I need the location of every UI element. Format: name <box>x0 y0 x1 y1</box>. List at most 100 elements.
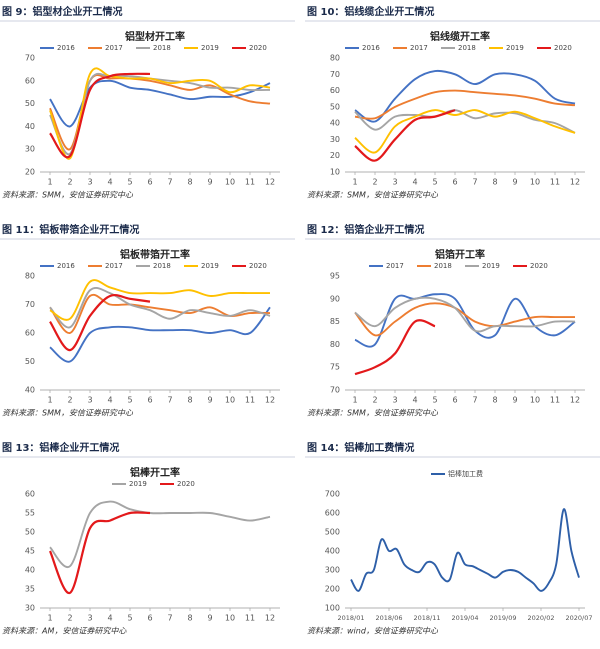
source-note: 资料来源：SMM，安信证券研究中心 <box>307 409 439 418</box>
y-tick-label: 80 <box>330 340 340 349</box>
series-line <box>49 500 271 569</box>
y-tick-label: 50 <box>330 102 340 111</box>
y-tick-label: 60 <box>25 329 35 338</box>
x-tick-label: 6 <box>452 396 457 405</box>
legend-label: 2020 <box>177 480 195 488</box>
y-tick-label: 75 <box>330 363 340 372</box>
x-tick-label: 3 <box>87 178 92 187</box>
series-line <box>350 508 580 592</box>
y-tick-label: 40 <box>25 122 35 131</box>
chart-title: 铝型材开工率 <box>125 30 185 43</box>
series-line <box>354 89 576 120</box>
x-tick-label: 5 <box>127 396 132 405</box>
x-tick-label: 1 <box>47 178 52 187</box>
x-tick-label: 6 <box>147 614 152 623</box>
x-tick-label: 8 <box>187 178 192 187</box>
x-tick-label: 6 <box>147 396 152 405</box>
series-line <box>354 319 436 376</box>
x-tick-label: 1 <box>352 178 357 187</box>
y-tick-label: 90 <box>330 294 340 303</box>
x-tick-label: 10 <box>225 614 235 623</box>
x-tick-label: 11 <box>245 178 255 187</box>
series-line <box>354 109 576 134</box>
y-tick-label: 70 <box>330 386 340 395</box>
x-tick-label: 3 <box>392 178 397 187</box>
y-tick-label: 40 <box>330 119 340 128</box>
legend-label: 2020 <box>249 44 267 52</box>
x-tick-label: 7 <box>472 178 477 187</box>
x-tick-label: 2020/07 <box>565 614 592 622</box>
y-tick-label: 20 <box>25 168 35 177</box>
x-tick-label: 11 <box>550 178 560 187</box>
x-tick-label: 3 <box>392 396 397 405</box>
x-tick-label: 6 <box>452 178 457 187</box>
y-tick-label: 70 <box>25 54 35 63</box>
x-tick-label: 2018/01 <box>337 614 364 622</box>
series-line <box>354 296 576 333</box>
source-note: 资料来源：SMM，安信证券研究中心 <box>307 191 439 200</box>
x-tick-label: 8 <box>187 614 192 623</box>
x-tick-label: 1 <box>352 396 357 405</box>
legend-label: 2018 <box>458 44 476 52</box>
x-tick-label: 1 <box>47 614 52 623</box>
x-tick-label: 2019/09 <box>489 614 516 622</box>
y-tick-label: 500 <box>325 528 340 537</box>
x-tick-label: 2018/06 <box>375 614 402 622</box>
x-tick-label: 9 <box>207 614 212 623</box>
x-tick-label: 3 <box>87 614 92 623</box>
y-tick-label: 60 <box>330 86 340 95</box>
source-note: 资料来源：SMM，安信证券研究中心 <box>2 409 134 418</box>
x-tick-label: 12 <box>265 614 275 623</box>
x-tick-label: 7 <box>167 614 172 623</box>
x-tick-label: 12 <box>265 396 275 405</box>
y-tick-label: 60 <box>25 76 35 85</box>
legend-label: 2017 <box>105 262 123 270</box>
figure-caption: 图 10：铝线缆企业开工情况 <box>307 5 434 18</box>
series-line <box>49 279 270 321</box>
y-tick-label: 60 <box>25 490 35 499</box>
x-tick-label: 7 <box>167 178 172 187</box>
y-tick-label: 400 <box>325 547 340 556</box>
legend-label: 铝棒加工费 <box>448 469 483 478</box>
x-tick-label: 1 <box>47 396 52 405</box>
legend-label: 2019 <box>201 262 219 270</box>
source-note: 资料来源：AM，安信证券研究中心 <box>2 627 127 636</box>
legend-label: 2016 <box>362 44 380 52</box>
legend-label: 2017 <box>105 44 123 52</box>
y-tick-label: 300 <box>325 566 340 575</box>
legend-label: 2019 <box>506 44 524 52</box>
x-tick-label: 5 <box>432 178 437 187</box>
x-tick-label: 4 <box>107 396 112 405</box>
x-tick-label: 2 <box>372 396 377 405</box>
y-tick-label: 30 <box>25 604 35 613</box>
figure-caption: 图 12：铝箔企业开工情况 <box>307 223 424 236</box>
legend-label: 2020 <box>530 262 548 270</box>
legend-label: 2019 <box>482 262 500 270</box>
y-tick-label: 35 <box>25 585 35 594</box>
y-tick-label: 70 <box>330 70 340 79</box>
y-tick-label: 85 <box>330 317 340 326</box>
y-tick-label: 50 <box>25 357 35 366</box>
x-tick-label: 5 <box>432 396 437 405</box>
x-tick-label: 7 <box>167 396 172 405</box>
series-line <box>49 79 271 128</box>
series-line <box>354 109 456 162</box>
figure-caption: 图 14：铝棒加工费情况 <box>307 441 414 454</box>
chart-title: 铝棒开工率 <box>130 466 180 479</box>
y-tick-label: 30 <box>330 135 340 144</box>
y-tick-label: 70 <box>25 300 35 309</box>
x-tick-label: 4 <box>107 614 112 623</box>
x-tick-label: 9 <box>512 178 517 187</box>
x-tick-label: 9 <box>512 396 517 405</box>
y-tick-label: 100 <box>325 604 340 613</box>
x-tick-label: 2 <box>67 396 72 405</box>
x-tick-label: 10 <box>225 396 235 405</box>
x-tick-label: 9 <box>207 178 212 187</box>
legend-label: 2020 <box>249 262 267 270</box>
x-tick-label: 5 <box>127 614 132 623</box>
y-tick-label: 20 <box>330 151 340 160</box>
series-line <box>48 511 151 594</box>
y-tick-label: 50 <box>25 99 35 108</box>
x-tick-label: 8 <box>492 178 497 187</box>
legend-label: 2019 <box>201 44 219 52</box>
